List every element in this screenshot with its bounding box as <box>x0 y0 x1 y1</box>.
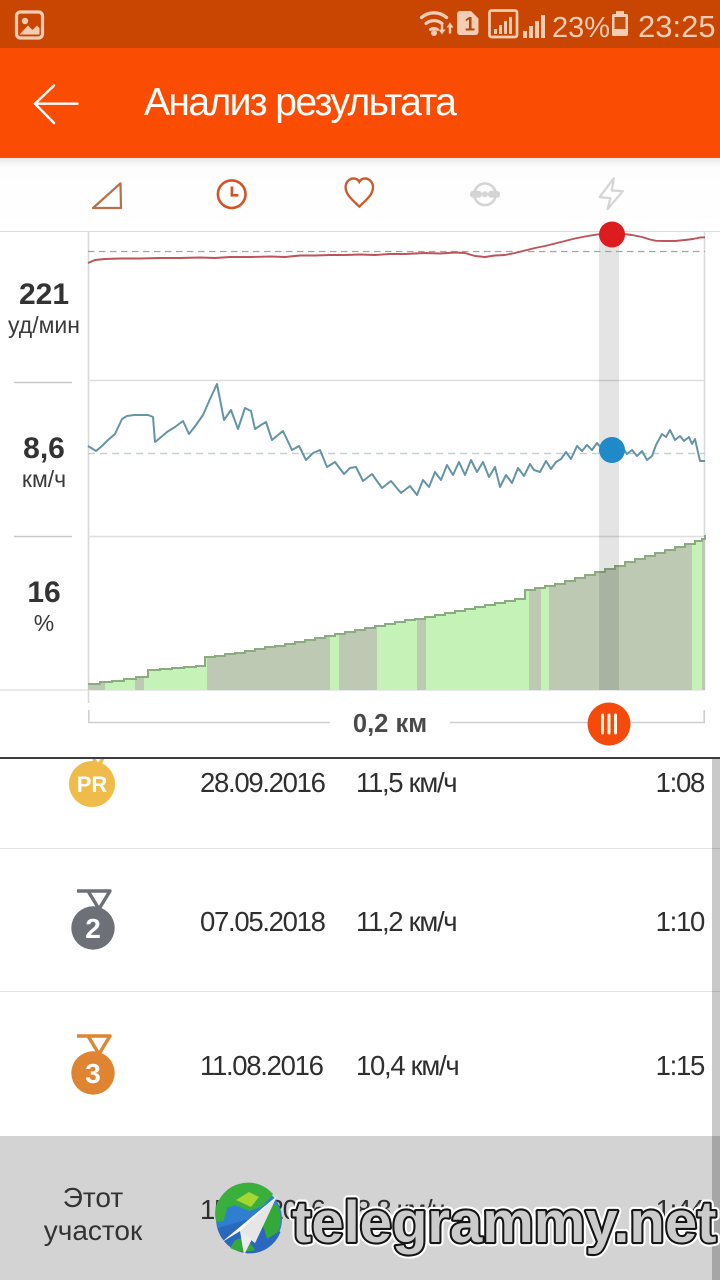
svg-text:23%: 23% <box>552 12 610 44</box>
svg-text:PR: PR <box>77 772 108 797</box>
svg-text:telegrammy.net: telegrammy.net <box>292 1190 716 1255</box>
svg-text:telegrammy.net: telegrammy.net <box>292 1190 716 1255</box>
svg-text:telegrammy.net: telegrammy.net <box>292 1190 716 1255</box>
svg-text:2: 2 <box>85 913 101 944</box>
svg-text:0,2 км: 0,2 км <box>353 710 427 738</box>
svg-text:1: 1 <box>465 15 476 36</box>
svg-text:23:25: 23:25 <box>638 9 716 44</box>
svg-text:3: 3 <box>85 1058 101 1089</box>
